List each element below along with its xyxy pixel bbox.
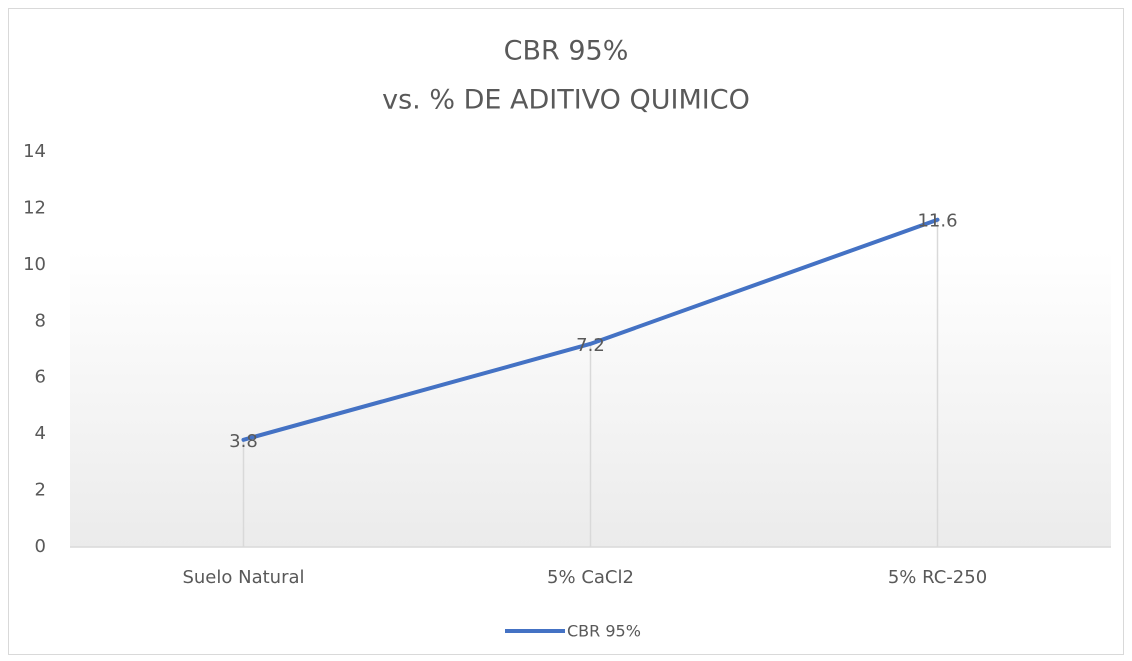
data-label: 11.6 [917, 211, 957, 232]
data-label: 3.8 [229, 431, 258, 452]
x-tick-label: Suelo Natural [182, 567, 304, 588]
line-series [241, 217, 940, 442]
y-tick-label: 4 [35, 423, 46, 444]
x-tick-label: 5% CaCl2 [547, 567, 634, 588]
y-tick-label: 8 [35, 310, 46, 331]
y-tick-label: 14 [23, 141, 46, 162]
data-label: 7.2 [576, 335, 605, 356]
chart-title: CBR 95% [504, 36, 629, 67]
y-tick-label: 6 [35, 367, 46, 388]
y-tick-label: 0 [35, 536, 46, 557]
y-tick-label: 2 [35, 480, 46, 501]
legend-label: CBR 95% [567, 622, 641, 641]
y-tick-label: 10 [23, 254, 46, 275]
y-tick-label: 12 [23, 197, 46, 218]
chart-subtitle: vs. % DE ADITIVO QUIMICO [382, 85, 750, 116]
x-tick-label: 5% RC-250 [888, 567, 987, 588]
